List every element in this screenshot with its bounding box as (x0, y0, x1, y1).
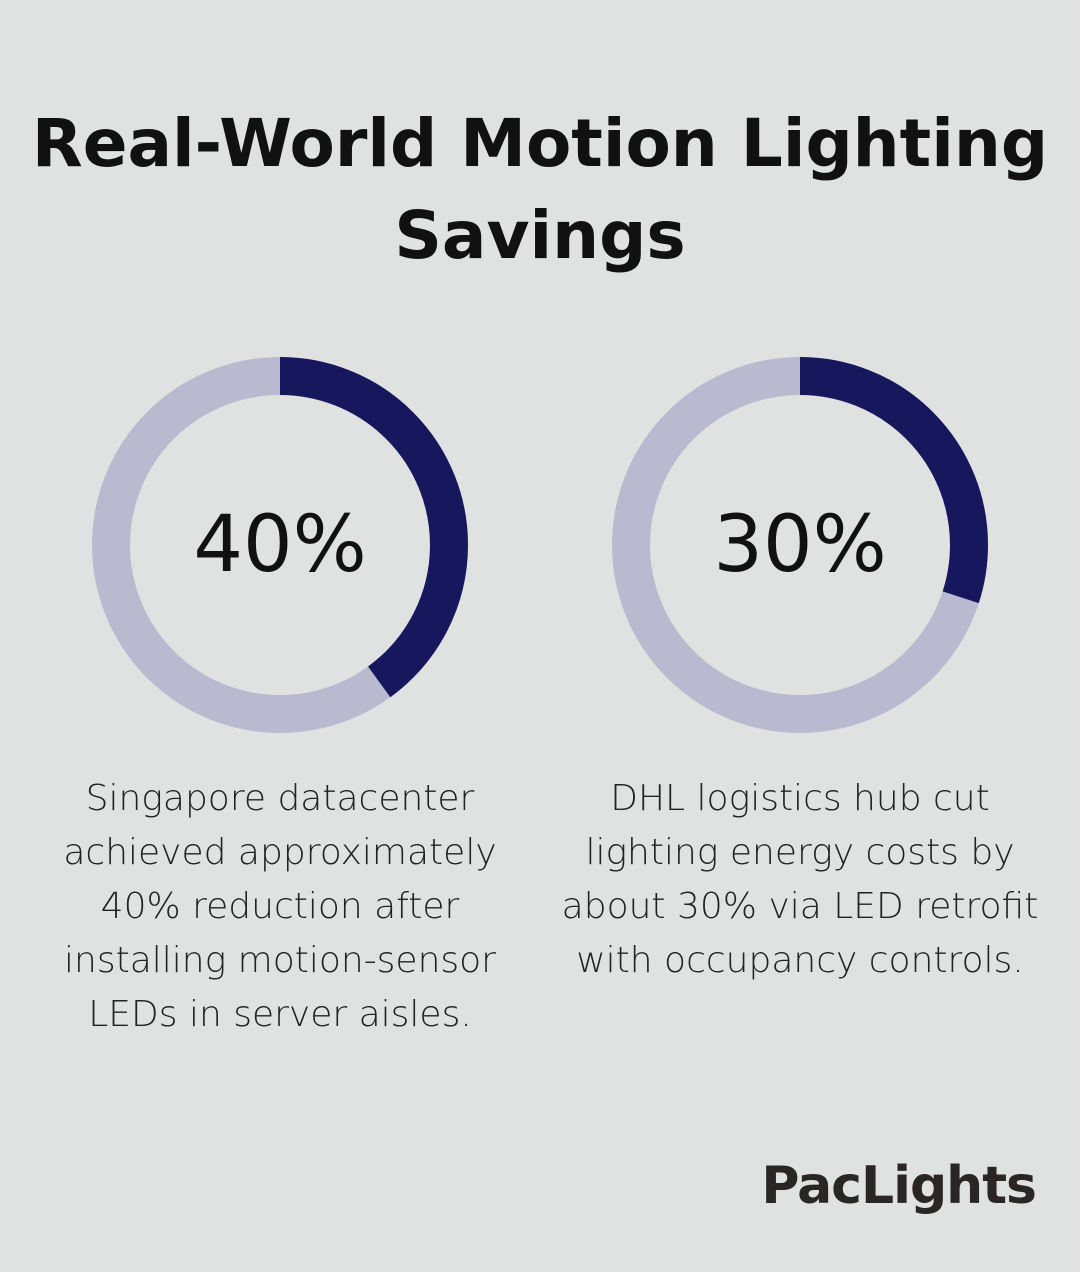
paclights-logo: PacLights (761, 1156, 1037, 1216)
page-title: Real-World Motion Lighting Savings (31, 105, 1049, 274)
donut-description-2: DHL logistics hub cut lighting energy co… (561, 778, 1039, 981)
donut-svg-2 (612, 357, 988, 733)
donut-percent-label: 40% (193, 500, 367, 590)
donut-description-1: Singapore datacenter achieved approximat… (63, 778, 497, 1035)
donut-percent-label: 30% (713, 500, 887, 590)
donut-value-arc (612, 357, 988, 733)
donut-value-arc (92, 357, 468, 733)
donut-svg-1 (92, 357, 468, 733)
donut-chart-2: 30% (610, 355, 990, 735)
donut-chart-1: 40% (90, 355, 470, 735)
